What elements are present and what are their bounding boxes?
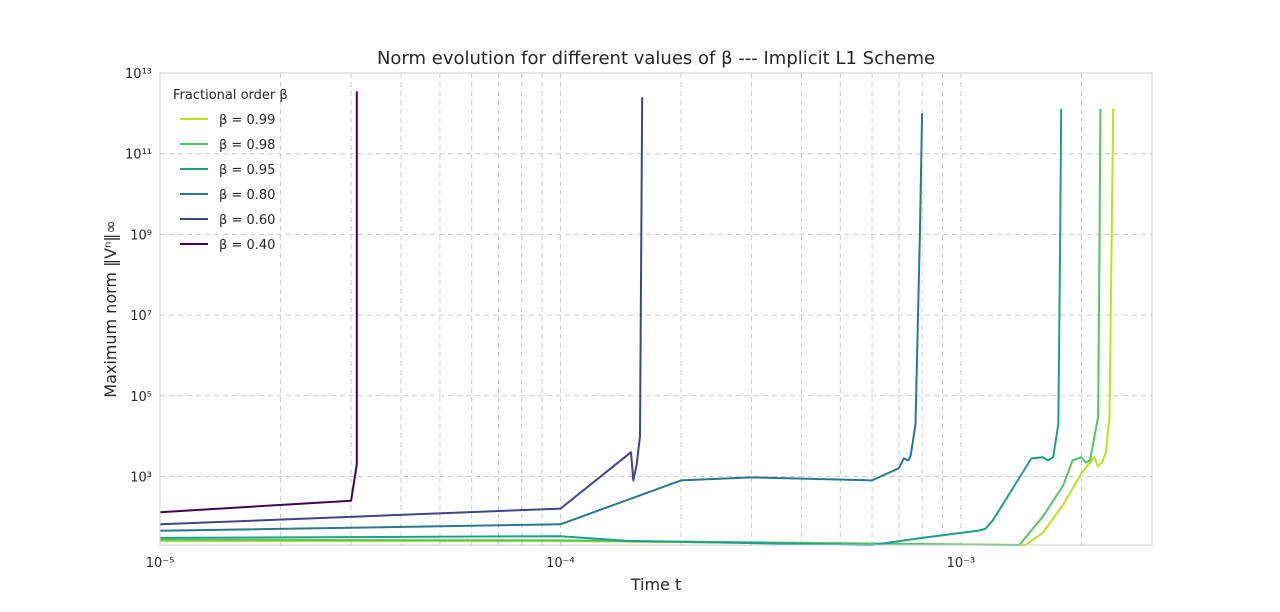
y-tick-label: 10⁵ [130, 390, 152, 405]
y-tick-label: 10¹¹ [125, 148, 152, 163]
grid [159, 72, 1153, 545]
legend-entry: β = 0.95 [219, 163, 275, 178]
series-line [159, 113, 924, 532]
legend: Fractional order β β = 0.99 β = 0.98 β = 0… [173, 88, 288, 253]
series-line [159, 108, 1102, 546]
y-tick-labels: 10³ 10⁵ 10⁷ 10⁹ 10¹¹ 10¹³ [125, 67, 152, 485]
legend-entry: β = 0.98 [219, 138, 275, 153]
legend-entry: β = 0.80 [219, 188, 275, 203]
x-tick-label: 10⁻⁵ [146, 556, 175, 571]
plot-frame [159, 72, 1153, 546]
series-line [159, 108, 1063, 546]
legend-title: Fractional order β [173, 88, 288, 103]
x-tick-label: 10⁻³ [947, 556, 976, 571]
legend-entry: β = 0.40 [219, 238, 275, 253]
series-line [159, 97, 644, 526]
legend-entry: β = 0.60 [219, 213, 275, 228]
chart-title: Norm evolution for different values of β… [377, 48, 935, 69]
series-line [159, 91, 358, 514]
y-tick-label: 10⁹ [130, 228, 152, 243]
y-axis-label: Maximum norm ‖Vⁿ‖∞ [101, 220, 120, 397]
x-tick-label: 10⁻⁴ [546, 556, 575, 571]
x-axis-label: Time t [630, 575, 682, 594]
x-tick-labels: 10⁻⁵ 10⁻⁴ 10⁻³ [146, 556, 976, 571]
y-tick-label: 10¹³ [125, 67, 152, 82]
y-tick-label: 10³ [130, 470, 152, 485]
series-group [159, 91, 1115, 546]
legend-entry: β = 0.99 [219, 113, 275, 128]
y-tick-label: 10⁷ [130, 309, 152, 324]
series-line [160, 108, 1115, 546]
